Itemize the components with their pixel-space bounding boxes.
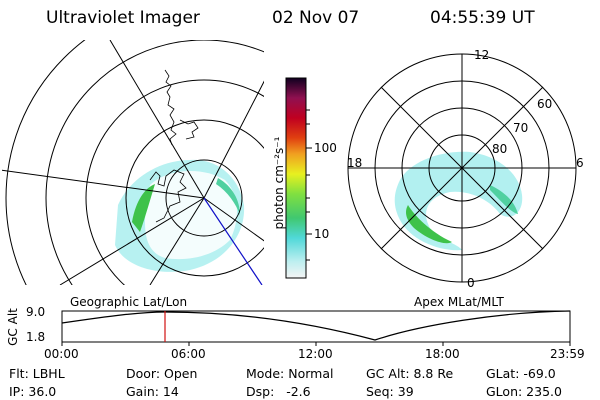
altitude-xtick: 00:00 <box>44 347 79 361</box>
status-ip: IP: 36.0 <box>9 384 57 399</box>
status-mode: Mode: Normal <box>246 366 334 381</box>
mlat-label-60: 60 <box>537 97 553 111</box>
mlat-label-80: 80 <box>492 142 508 156</box>
mlt-label-right: 6 <box>576 156 584 170</box>
colorbar-unit-label: photon cm⁻²s⁻¹ <box>272 136 286 230</box>
status-dsp: Dsp: -2.6 <box>246 384 311 399</box>
altitude-xtick: 23:59 <box>550 347 585 361</box>
colorbar-tick-100: 100 <box>314 141 337 155</box>
status-seq: Seq: 39 <box>366 384 414 399</box>
mlat-label-70: 70 <box>513 121 529 135</box>
altitude-xtick: 18:00 <box>425 347 460 361</box>
altitude-xtick: 12:00 <box>298 347 333 361</box>
status-door: Door: Open <box>126 366 198 381</box>
app-title: Ultraviolet Imager <box>46 8 200 28</box>
altitude-xtick: 06:00 <box>171 347 206 361</box>
right-panel-caption: Apex MLat/MLT <box>414 295 504 309</box>
mlt-label-top: 12 <box>474 48 490 62</box>
left-panel-caption: Geographic Lat/Lon <box>70 295 188 309</box>
geographic-map <box>2 40 264 285</box>
altitude-ylabel: GC Alt <box>6 308 20 346</box>
colorbar-tick-10: 10 <box>314 227 330 241</box>
mlt-label-left: 18 <box>347 156 363 170</box>
altitude-ytick-high: 9.0 <box>26 305 46 319</box>
altitude-ytick-low: 1.8 <box>26 330 46 344</box>
mlt-label-bottom: 0 <box>467 276 475 290</box>
status-gc-alt: GC Alt: 8.8 Re <box>366 366 454 381</box>
colorbar <box>285 77 307 279</box>
time-label: 04:55:39 UT <box>430 8 535 28</box>
status-gain: Gain: 14 <box>126 384 179 399</box>
apex-polar-plot <box>347 53 577 283</box>
status-glon: GLon: 235.0 <box>486 384 562 399</box>
altitude-curve <box>61 310 571 341</box>
status-filter: Flt: LBHL <box>9 366 65 381</box>
date-label: 02 Nov 07 <box>272 8 360 28</box>
status-glat: GLat: -69.0 <box>486 366 556 381</box>
